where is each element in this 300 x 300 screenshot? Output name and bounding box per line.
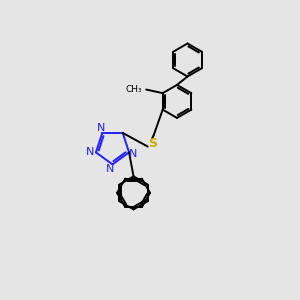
Text: N: N [97, 123, 105, 133]
Text: S: S [148, 137, 157, 150]
Text: N: N [128, 149, 137, 159]
Text: CH₃: CH₃ [126, 85, 142, 94]
Text: N: N [106, 164, 115, 175]
Text: N: N [86, 147, 95, 158]
